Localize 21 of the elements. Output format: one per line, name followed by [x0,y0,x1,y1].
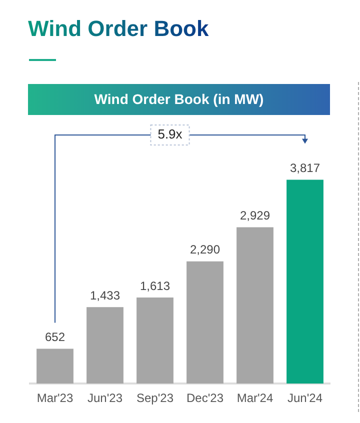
data-label: 652 [44,330,66,344]
data-label: 2,929 [240,208,270,223]
bar [36,348,74,384]
chart-title: Wind Order Book [28,16,209,42]
x-tick-label: Mar'24 [236,391,274,406]
chart-subtitle: Wind Order Book (in MW) [28,84,330,115]
bar [86,307,124,384]
bar [136,297,174,384]
data-label: 1,613 [140,278,170,293]
data-label: 1,433 [90,288,120,302]
bar [236,227,274,384]
bar [286,180,324,384]
data-label: 3,817 [290,161,320,176]
x-tick-label: Jun'23 [88,391,123,406]
text: 5.9x [158,126,183,142]
x-tick-label: Mar'23 [36,391,74,406]
bar [186,261,224,384]
x-tick-label: Sep'23 [136,391,174,406]
x-tick-label: Jun'24 [288,391,323,406]
data-label: 2,290 [190,242,220,257]
x-tick-label: Dec'23 [186,391,224,406]
